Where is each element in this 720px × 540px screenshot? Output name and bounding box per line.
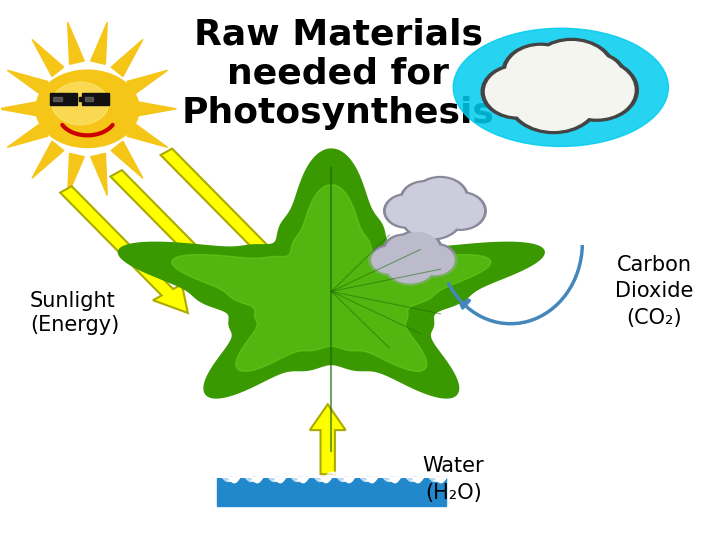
Circle shape: [396, 233, 439, 265]
Polygon shape: [127, 123, 168, 147]
Bar: [84, 97, 93, 102]
Polygon shape: [0, 102, 40, 116]
Circle shape: [384, 194, 430, 228]
Bar: [79, 97, 83, 101]
Circle shape: [528, 38, 616, 104]
Text: Sunlight
(Energy): Sunlight (Energy): [30, 292, 120, 335]
FancyArrow shape: [161, 148, 288, 275]
Circle shape: [413, 244, 457, 277]
Circle shape: [393, 231, 442, 267]
Polygon shape: [7, 70, 48, 95]
Circle shape: [403, 195, 460, 238]
Polygon shape: [32, 39, 64, 77]
Polygon shape: [91, 153, 107, 195]
Polygon shape: [127, 70, 168, 95]
Circle shape: [532, 42, 611, 101]
Text: Water
(H₂O): Water (H₂O): [423, 456, 484, 503]
Bar: [50, 93, 78, 105]
Circle shape: [555, 59, 639, 121]
Circle shape: [506, 63, 601, 133]
Circle shape: [413, 177, 468, 218]
Circle shape: [481, 64, 554, 119]
Polygon shape: [32, 141, 64, 178]
Circle shape: [400, 181, 449, 218]
Circle shape: [36, 70, 139, 147]
Circle shape: [400, 193, 463, 240]
Ellipse shape: [453, 28, 668, 146]
Polygon shape: [171, 185, 491, 372]
Polygon shape: [68, 153, 84, 195]
Circle shape: [415, 246, 454, 275]
Polygon shape: [111, 39, 143, 77]
Circle shape: [564, 55, 622, 98]
Circle shape: [438, 194, 483, 228]
Polygon shape: [111, 141, 143, 178]
Circle shape: [560, 52, 626, 102]
Bar: [217, 477, 446, 507]
Circle shape: [502, 43, 580, 102]
Circle shape: [435, 192, 486, 230]
Circle shape: [485, 68, 550, 116]
Text: Raw Materials
needed for
Photosynthesis: Raw Materials needed for Photosynthesis: [182, 17, 495, 130]
Circle shape: [52, 82, 109, 125]
FancyArrow shape: [110, 170, 238, 297]
Circle shape: [369, 245, 409, 275]
Bar: [81, 93, 109, 105]
Circle shape: [386, 237, 423, 264]
FancyArrow shape: [60, 186, 188, 313]
Circle shape: [386, 246, 435, 283]
Polygon shape: [7, 123, 48, 147]
Circle shape: [383, 234, 426, 266]
Circle shape: [387, 196, 427, 226]
Text: Carbon
Dioxide
(CO₂): Carbon Dioxide (CO₂): [615, 255, 693, 328]
Polygon shape: [91, 22, 107, 64]
Polygon shape: [135, 102, 176, 116]
Polygon shape: [118, 149, 544, 398]
Circle shape: [403, 183, 446, 215]
Circle shape: [559, 62, 634, 118]
Bar: [53, 97, 62, 102]
Circle shape: [383, 244, 438, 285]
Circle shape: [415, 179, 465, 217]
Circle shape: [372, 247, 406, 273]
Polygon shape: [68, 22, 84, 64]
Circle shape: [510, 66, 597, 130]
Circle shape: [506, 46, 575, 98]
FancyArrow shape: [310, 404, 346, 474]
